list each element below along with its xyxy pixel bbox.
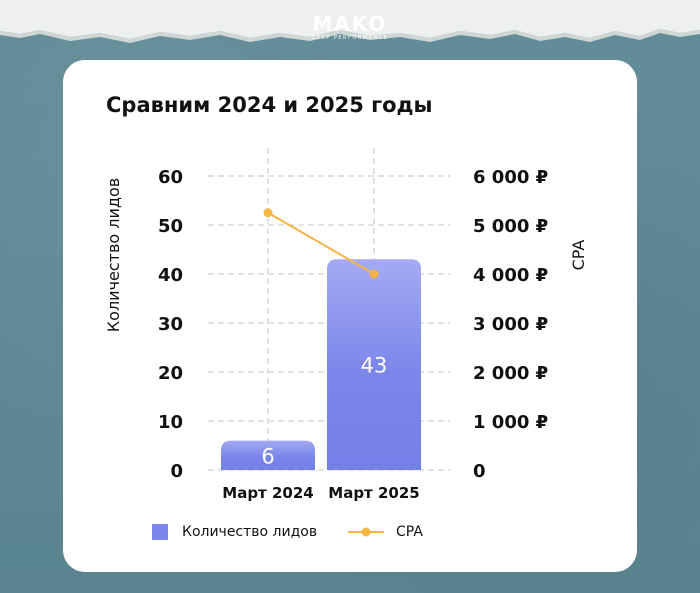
y2-axis-label: CPA bbox=[569, 240, 588, 271]
cpa-point bbox=[263, 208, 273, 218]
legend-swatch-bar bbox=[152, 524, 168, 540]
y2-tick-label: 2 000 ₽ bbox=[473, 363, 548, 384]
legend-swatch-line bbox=[348, 527, 384, 537]
bar-data-label: 6 bbox=[261, 444, 274, 468]
x-tick-label: Март 2025 bbox=[328, 484, 419, 502]
y2-tick-label: 5 000 ₽ bbox=[473, 216, 548, 237]
y-tick-label: 10 bbox=[158, 412, 183, 433]
x-tick-label: Март 2024 bbox=[222, 484, 313, 502]
bar bbox=[327, 259, 421, 470]
brand-name: MAKO bbox=[312, 12, 388, 36]
bar-data-label: 43 bbox=[361, 354, 388, 378]
y2-tick-label: 3 000 ₽ bbox=[473, 314, 548, 335]
legend-label-cpa: CPA bbox=[396, 524, 423, 540]
bar bbox=[221, 440, 315, 470]
y-tick-label: 20 bbox=[158, 363, 183, 384]
cpa-point bbox=[369, 269, 379, 279]
y2-tick-label: 0 bbox=[473, 461, 486, 482]
legend-label-leads: Количество лидов bbox=[182, 524, 318, 540]
cpa-line bbox=[267, 211, 375, 275]
y2-tick-label: 6 000 ₽ bbox=[473, 167, 548, 188]
y-tick-label: 50 bbox=[158, 216, 183, 237]
y2-tick-label: 4 000 ₽ bbox=[473, 265, 548, 286]
torn-paper-strip bbox=[0, 0, 700, 43]
chart-title: Сравним 2024 и 2025 годы bbox=[106, 93, 433, 117]
y-tick-label: 0 bbox=[170, 461, 183, 482]
y-tick-label: 40 bbox=[158, 265, 183, 286]
y-axis-label: Количество лидов bbox=[104, 178, 123, 332]
y-tick-label: 30 bbox=[158, 314, 183, 335]
brand-tagline: DEEP PERFORMANCE bbox=[311, 35, 389, 41]
brand-logo: MAKO DEEP PERFORMANCE bbox=[0, 14, 700, 42]
y-tick-label: 60 bbox=[158, 167, 183, 188]
y2-tick-label: 1 000 ₽ bbox=[473, 412, 548, 433]
